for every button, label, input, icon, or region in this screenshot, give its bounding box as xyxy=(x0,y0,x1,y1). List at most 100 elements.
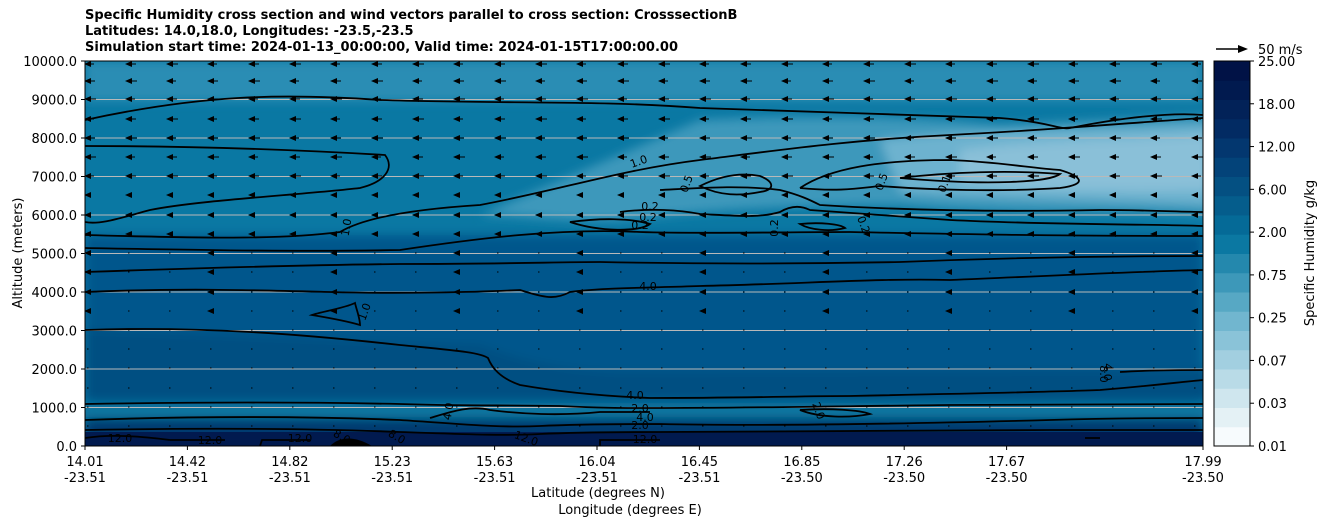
colorbar-swatch xyxy=(1214,234,1250,254)
colorbar-tick-label: 0.25 xyxy=(1258,312,1287,327)
colorbar-tick-label: 18.00 xyxy=(1258,98,1295,113)
y-tick-label: 5000.0 xyxy=(32,248,78,263)
wind-vector xyxy=(699,212,706,218)
wind-vector xyxy=(617,135,624,141)
colorbar-swatch xyxy=(1214,407,1250,428)
wind-vector xyxy=(412,231,419,237)
wind-vector xyxy=(781,231,788,237)
colorbar-swatch xyxy=(1214,195,1250,216)
wind-vector xyxy=(125,135,132,141)
wind-vector xyxy=(207,154,214,160)
contour-label: 2.0 xyxy=(631,402,649,415)
wind-vector xyxy=(248,173,255,179)
wind-vector xyxy=(986,116,993,122)
wind-vector xyxy=(1068,308,1075,314)
wind-vector xyxy=(904,135,911,141)
wind-vector xyxy=(1027,78,1034,84)
contour-2-mid xyxy=(85,255,1203,273)
x-tick-label-lat: 17.26 xyxy=(886,455,923,470)
wind-vector xyxy=(945,61,952,67)
wind-vector xyxy=(945,212,952,218)
wind-vector xyxy=(330,116,337,122)
wind-vector xyxy=(945,173,952,179)
chart-title: Specific Humidity cross section and wind… xyxy=(85,8,737,56)
wind-vector xyxy=(289,173,296,179)
contour-label: 1.0 xyxy=(356,301,374,322)
wind-vector xyxy=(863,212,870,218)
wind-vector xyxy=(986,61,993,67)
wind-vector xyxy=(248,192,255,198)
wind-vector xyxy=(125,116,132,122)
wind-vector xyxy=(699,154,706,160)
wind-vector xyxy=(85,192,91,198)
colorbar-swatch xyxy=(1214,157,1250,177)
wind-vector xyxy=(166,231,173,237)
wind-vector xyxy=(740,61,747,67)
wind-vector xyxy=(617,78,624,84)
colorbar-tick-label: 0.75 xyxy=(1258,269,1287,284)
wind-vector xyxy=(904,192,911,198)
field-max-blob xyxy=(330,438,372,446)
wind-vector xyxy=(535,116,542,122)
wind-vector xyxy=(1109,135,1116,141)
wind-vector xyxy=(1068,173,1075,179)
wind-vector xyxy=(1109,154,1116,160)
wind-vector xyxy=(699,231,706,237)
wind-vector xyxy=(371,96,378,102)
wind-vector xyxy=(207,96,214,102)
contour-label-group: 12.0 12.0 12.0 8.0 8.04.0 2.012.0 12.04.02.02.… xyxy=(108,153,1114,447)
wind-vector xyxy=(740,116,747,122)
quiver-key: 50 m/s xyxy=(1216,43,1303,58)
wind-vector xyxy=(658,212,665,218)
wind-vectors xyxy=(85,61,1203,427)
wind-vector xyxy=(1191,135,1198,141)
wind-vector xyxy=(85,154,91,160)
wind-vector xyxy=(986,96,993,102)
wind-vector xyxy=(85,116,91,122)
wind-vector xyxy=(125,96,132,102)
wind-vector xyxy=(1068,250,1075,256)
wind-vector xyxy=(699,289,706,295)
wind-vector xyxy=(576,116,583,122)
wind-vector xyxy=(494,231,501,237)
y-tick-label: 8000.0 xyxy=(32,132,78,147)
wind-vector xyxy=(1027,173,1034,179)
contour-1-mid xyxy=(85,117,1203,239)
wind-vector xyxy=(863,231,870,237)
wind-vector xyxy=(822,61,829,67)
wind-vector xyxy=(822,269,829,275)
colorbar-swatch xyxy=(1214,311,1250,331)
wind-vector xyxy=(166,173,173,179)
y-tick-label: 6000.0 xyxy=(32,209,78,224)
colorbar-tick-label: 12.00 xyxy=(1258,141,1295,156)
wind-vector xyxy=(535,212,542,218)
wind-vector xyxy=(576,289,583,295)
wind-vector xyxy=(494,154,501,160)
wind-vector xyxy=(617,231,624,237)
wind-vector xyxy=(1150,96,1157,102)
wind-vector xyxy=(166,61,173,67)
colorbar-swatch xyxy=(1214,80,1250,100)
wind-vector xyxy=(740,135,747,141)
wind-vector xyxy=(412,192,419,198)
wind-vector xyxy=(904,116,911,122)
wind-vector xyxy=(494,212,501,218)
wind-vector xyxy=(699,96,706,102)
wind-vector xyxy=(289,154,296,160)
contour-label: 12.0 xyxy=(633,433,658,446)
wind-vector xyxy=(289,212,296,218)
x-tick-label-lon: -23.51 xyxy=(678,471,720,486)
wind-vector xyxy=(453,135,460,141)
wind-vector xyxy=(781,116,788,122)
wind-vector xyxy=(330,173,337,179)
wind-vector xyxy=(1109,212,1116,218)
colorbar-swatch xyxy=(1214,330,1250,351)
colorbar-swatch xyxy=(1214,118,1250,139)
wind-vector xyxy=(412,173,419,179)
wind-vector xyxy=(85,173,91,179)
wind-vector xyxy=(1068,231,1075,237)
wind-vector xyxy=(1068,289,1075,295)
x-tick-label-lon: -23.51 xyxy=(269,471,311,486)
contour-label: 12.0 xyxy=(198,434,223,447)
